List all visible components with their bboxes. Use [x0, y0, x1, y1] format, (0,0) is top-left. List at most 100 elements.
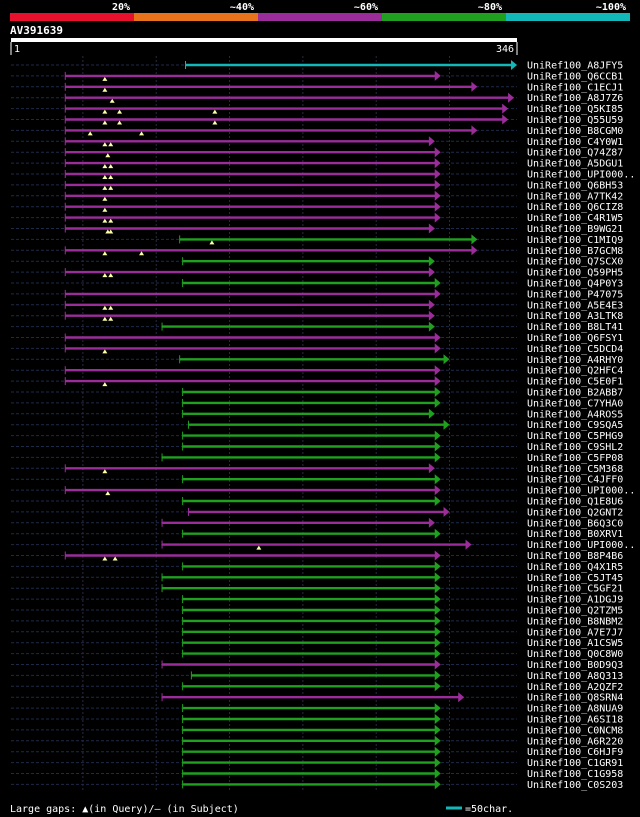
hit-arrowhead [434, 212, 441, 223]
query-gap-marker [102, 142, 108, 147]
hit-arrowhead [511, 60, 517, 70]
hit-label[interactable]: UniRef100_C5PHG9 [527, 431, 623, 442]
hit-label[interactable]: UniRef100_UPI000.. [527, 540, 635, 551]
hit-label[interactable]: UniRef100_Q6BH53 [527, 180, 623, 191]
hit-arrowhead [434, 746, 441, 757]
hit-label[interactable]: UniRef100_Q1E8U6 [527, 497, 623, 508]
hit-label[interactable]: UniRef100_C5M368 [527, 464, 623, 475]
hit-arrowhead [471, 234, 478, 245]
identity-legend-segment [258, 13, 382, 21]
hit-label[interactable]: UniRef100_A8Q313 [527, 671, 623, 682]
hit-label[interactable]: UniRef100_Q2HFC4 [527, 366, 623, 377]
hit-arrowhead [434, 572, 441, 583]
query-gap-marker [102, 251, 108, 256]
hit-label[interactable]: UniRef100_A8JFY5 [527, 61, 623, 72]
hit-arrowhead [434, 278, 441, 288]
hit-label[interactable]: UniRef100_A1DGJ9 [527, 595, 623, 606]
query-gap-marker [108, 316, 114, 321]
hit-label[interactable]: UniRef100_B8CGM0 [527, 126, 623, 137]
hit-arrowhead [434, 201, 441, 212]
hit-label[interactable]: UniRef100_C4Y0W1 [527, 137, 623, 148]
hit-label[interactable]: UniRef100_Q4P0Y3 [527, 279, 623, 290]
hit-label[interactable]: UniRef100_C5GF21 [527, 584, 623, 595]
hit-label[interactable]: UniRef100_C5JT45 [527, 573, 623, 584]
hit-label[interactable]: UniRef100_B9WG21 [527, 224, 623, 235]
hit-arrowhead [502, 114, 509, 125]
hit-arrowhead [434, 615, 441, 626]
hit-arrowhead [434, 637, 441, 648]
hit-label[interactable]: UniRef100_Q0C8W0 [527, 649, 623, 660]
hit-label[interactable]: UniRef100_A8NUA9 [527, 704, 623, 715]
hit-label[interactable]: UniRef100_A7TK42 [527, 191, 623, 202]
hit-arrowhead [434, 594, 441, 605]
hit-label[interactable]: UniRef100_Q74Z87 [527, 148, 623, 159]
hit-arrowhead [428, 517, 435, 528]
hit-label[interactable]: UniRef100_UPI000.. [527, 486, 635, 497]
hit-label[interactable]: UniRef100_B7GCM8 [527, 246, 623, 257]
hit-label[interactable]: UniRef100_P47075 [527, 289, 623, 300]
hit-arrowhead [434, 714, 441, 724]
hit-arrowhead [443, 419, 450, 430]
hit-label[interactable]: UniRef100_A6SI18 [527, 715, 623, 726]
hit-label[interactable]: UniRef100_Q4X1R5 [527, 562, 623, 573]
hit-label[interactable]: UniRef100_C7YHA0 [527, 398, 623, 409]
hit-label[interactable]: UniRef100_Q5KI85 [527, 104, 623, 115]
hit-label[interactable]: UniRef100_A5E4E3 [527, 300, 623, 311]
hit-label[interactable]: UniRef100_C5DCD4 [527, 344, 623, 355]
hit-label[interactable]: UniRef100_Q6CCB1 [527, 71, 623, 82]
identity-legend-segment [506, 13, 630, 21]
hit-label[interactable]: UniRef100_C9SHL2 [527, 442, 623, 453]
hit-label[interactable]: UniRef100_C1MIQ9 [527, 235, 623, 246]
hit-arrowhead [434, 397, 441, 408]
hit-label[interactable]: UniRef100_C0S203 [527, 780, 623, 791]
hit-arrowhead [434, 768, 441, 779]
hit-label[interactable]: UniRef100_C1GR91 [527, 758, 623, 769]
hit-label[interactable]: UniRef100_B0XRV1 [527, 529, 623, 540]
hit-label[interactable]: UniRef100_B8LT41 [527, 322, 623, 333]
hit-label[interactable]: UniRef100_C0NCM8 [527, 725, 623, 736]
hit-label[interactable]: UniRef100_Q7SCX0 [527, 257, 623, 268]
hit-label[interactable]: UniRef100_Q8SRN4 [527, 693, 623, 704]
hit-label[interactable]: UniRef100_C5FP08 [527, 453, 623, 464]
hit-label[interactable]: UniRef100_A3LTK8 [527, 311, 623, 322]
hit-arrowhead [434, 474, 441, 485]
hit-label[interactable]: UniRef100_C4JFF0 [527, 475, 623, 486]
hit-label[interactable]: UniRef100_A5DGU1 [527, 159, 623, 170]
hit-label[interactable]: UniRef100_A6R220 [527, 736, 623, 747]
hit-label[interactable]: UniRef100_Q2GNT2 [527, 507, 623, 518]
query-gap-marker [112, 556, 118, 561]
hit-label[interactable]: UniRef100_C4R1W5 [527, 213, 623, 224]
hit-label[interactable]: UniRef100_B8P4B6 [527, 551, 623, 562]
hit-label[interactable]: UniRef100_C1G958 [527, 769, 623, 780]
hit-label[interactable]: UniRef100_B6Q3C0 [527, 518, 623, 529]
hit-label[interactable]: UniRef100_C5E0F1 [527, 377, 623, 388]
hit-label[interactable]: UniRef100_A4RHY0 [527, 355, 623, 366]
hit-label[interactable]: UniRef100_C1ECJ1 [527, 82, 623, 93]
hit-label[interactable]: UniRef100_A8J7Z6 [527, 93, 623, 104]
hit-arrowhead [434, 550, 441, 561]
hit-arrowhead [434, 496, 441, 506]
hit-label[interactable]: UniRef100_Q55U59 [527, 115, 623, 126]
query-gap-marker [256, 545, 262, 550]
hit-label[interactable]: UniRef100_Q6FSY1 [527, 333, 623, 344]
hit-label[interactable]: UniRef100_A4ROS5 [527, 409, 623, 420]
hit-label[interactable]: UniRef100_UPI000.. [527, 170, 635, 181]
query-gap-marker [102, 207, 108, 212]
hit-arrowhead [434, 605, 441, 615]
query-gap-marker [117, 109, 123, 114]
hit-label[interactable]: UniRef100_A2QZF2 [527, 682, 623, 693]
hit-label[interactable]: UniRef100_A1CSW5 [527, 638, 623, 649]
hit-label[interactable]: UniRef100_B8NBM2 [527, 616, 623, 627]
query-gap-marker [102, 185, 108, 190]
hit-label[interactable]: UniRef100_B2ABB7 [527, 388, 623, 399]
hit-label[interactable]: UniRef100_C6HJF9 [527, 747, 623, 758]
hit-arrowhead [434, 376, 441, 387]
query-gap-marker [117, 120, 123, 125]
hit-label[interactable]: UniRef100_B0D9Q3 [527, 660, 623, 671]
hit-label[interactable]: UniRef100_C9SQA5 [527, 420, 623, 431]
hit-label[interactable]: UniRef100_Q6CIZ8 [527, 202, 623, 213]
hit-label[interactable]: UniRef100_Q59PH5 [527, 268, 623, 279]
query-gap-marker [105, 491, 111, 496]
hit-label[interactable]: UniRef100_Q2TZM5 [527, 606, 623, 617]
hit-label[interactable]: UniRef100_A7E7J7 [527, 627, 623, 638]
